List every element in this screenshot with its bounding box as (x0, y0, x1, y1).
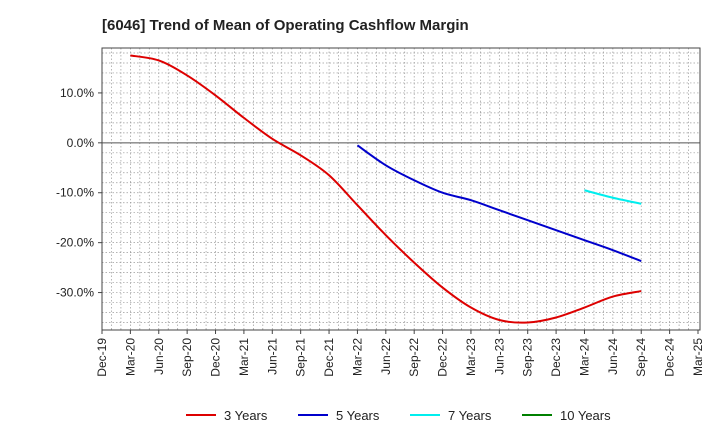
x-tick-label: Sep-20 (180, 338, 194, 377)
x-axis: Dec-19 Mar-20 Jun-20 Sep-20 Dec-20 Mar-21 Jun-… (95, 330, 705, 377)
series-lines (130, 54, 642, 324)
x-tick-label: Dec-24 (663, 338, 677, 377)
legend-label: 3 Years (224, 408, 268, 423)
x-tick-label: Dec-23 (549, 338, 563, 377)
x-tick-label: Dec-19 (95, 338, 109, 377)
x-tick-label: Jun-24 (606, 338, 620, 375)
plot-area (101, 47, 701, 331)
series-line-5-years (356, 144, 642, 263)
legend-label: 10 Years (560, 408, 611, 423)
x-tick-label: Mar-22 (350, 338, 364, 376)
grid (102, 48, 700, 330)
x-tick-label: Mar-25 (691, 338, 705, 376)
y-tick-label: -10.0% (56, 186, 94, 200)
legend: 3 Years 5 Years 7 Years 10 Years (186, 408, 611, 423)
x-tick-label: Sep-21 (294, 338, 308, 377)
series-line-7-years (584, 189, 642, 205)
x-tick-label: Sep-23 (521, 338, 535, 377)
x-tick-label: Mar-20 (123, 338, 137, 376)
x-tick-label: Mar-21 (237, 338, 251, 376)
y-tick-label: 0.0% (67, 136, 95, 150)
x-tick-label: Sep-22 (407, 338, 421, 377)
x-tick-label: Mar-24 (577, 338, 591, 376)
legend-label: 7 Years (448, 408, 492, 423)
x-tick-label: Dec-21 (322, 338, 336, 377)
x-tick-label: Sep-24 (634, 338, 648, 377)
x-tick-label: Jun-23 (492, 338, 506, 375)
series-line-3-years (130, 54, 642, 324)
x-tick-label: Jun-22 (379, 338, 393, 375)
x-tick-label: Dec-22 (436, 338, 450, 377)
x-tick-label: Mar-23 (464, 338, 478, 376)
y-axis: 10.0% 0.0% -10.0% -20.0% -30.0% (56, 86, 102, 300)
y-tick-label: -30.0% (56, 286, 94, 300)
x-tick-label: Jun-21 (265, 338, 279, 375)
y-tick-label: 10.0% (60, 86, 94, 100)
chart-title: [6046] Trend of Mean of Operating Cashfl… (102, 17, 469, 34)
y-tick-label: -20.0% (56, 236, 94, 250)
x-tick-label: Jun-20 (152, 338, 166, 375)
x-tick-label: Dec-20 (209, 338, 223, 377)
legend-label: 5 Years (336, 408, 380, 423)
